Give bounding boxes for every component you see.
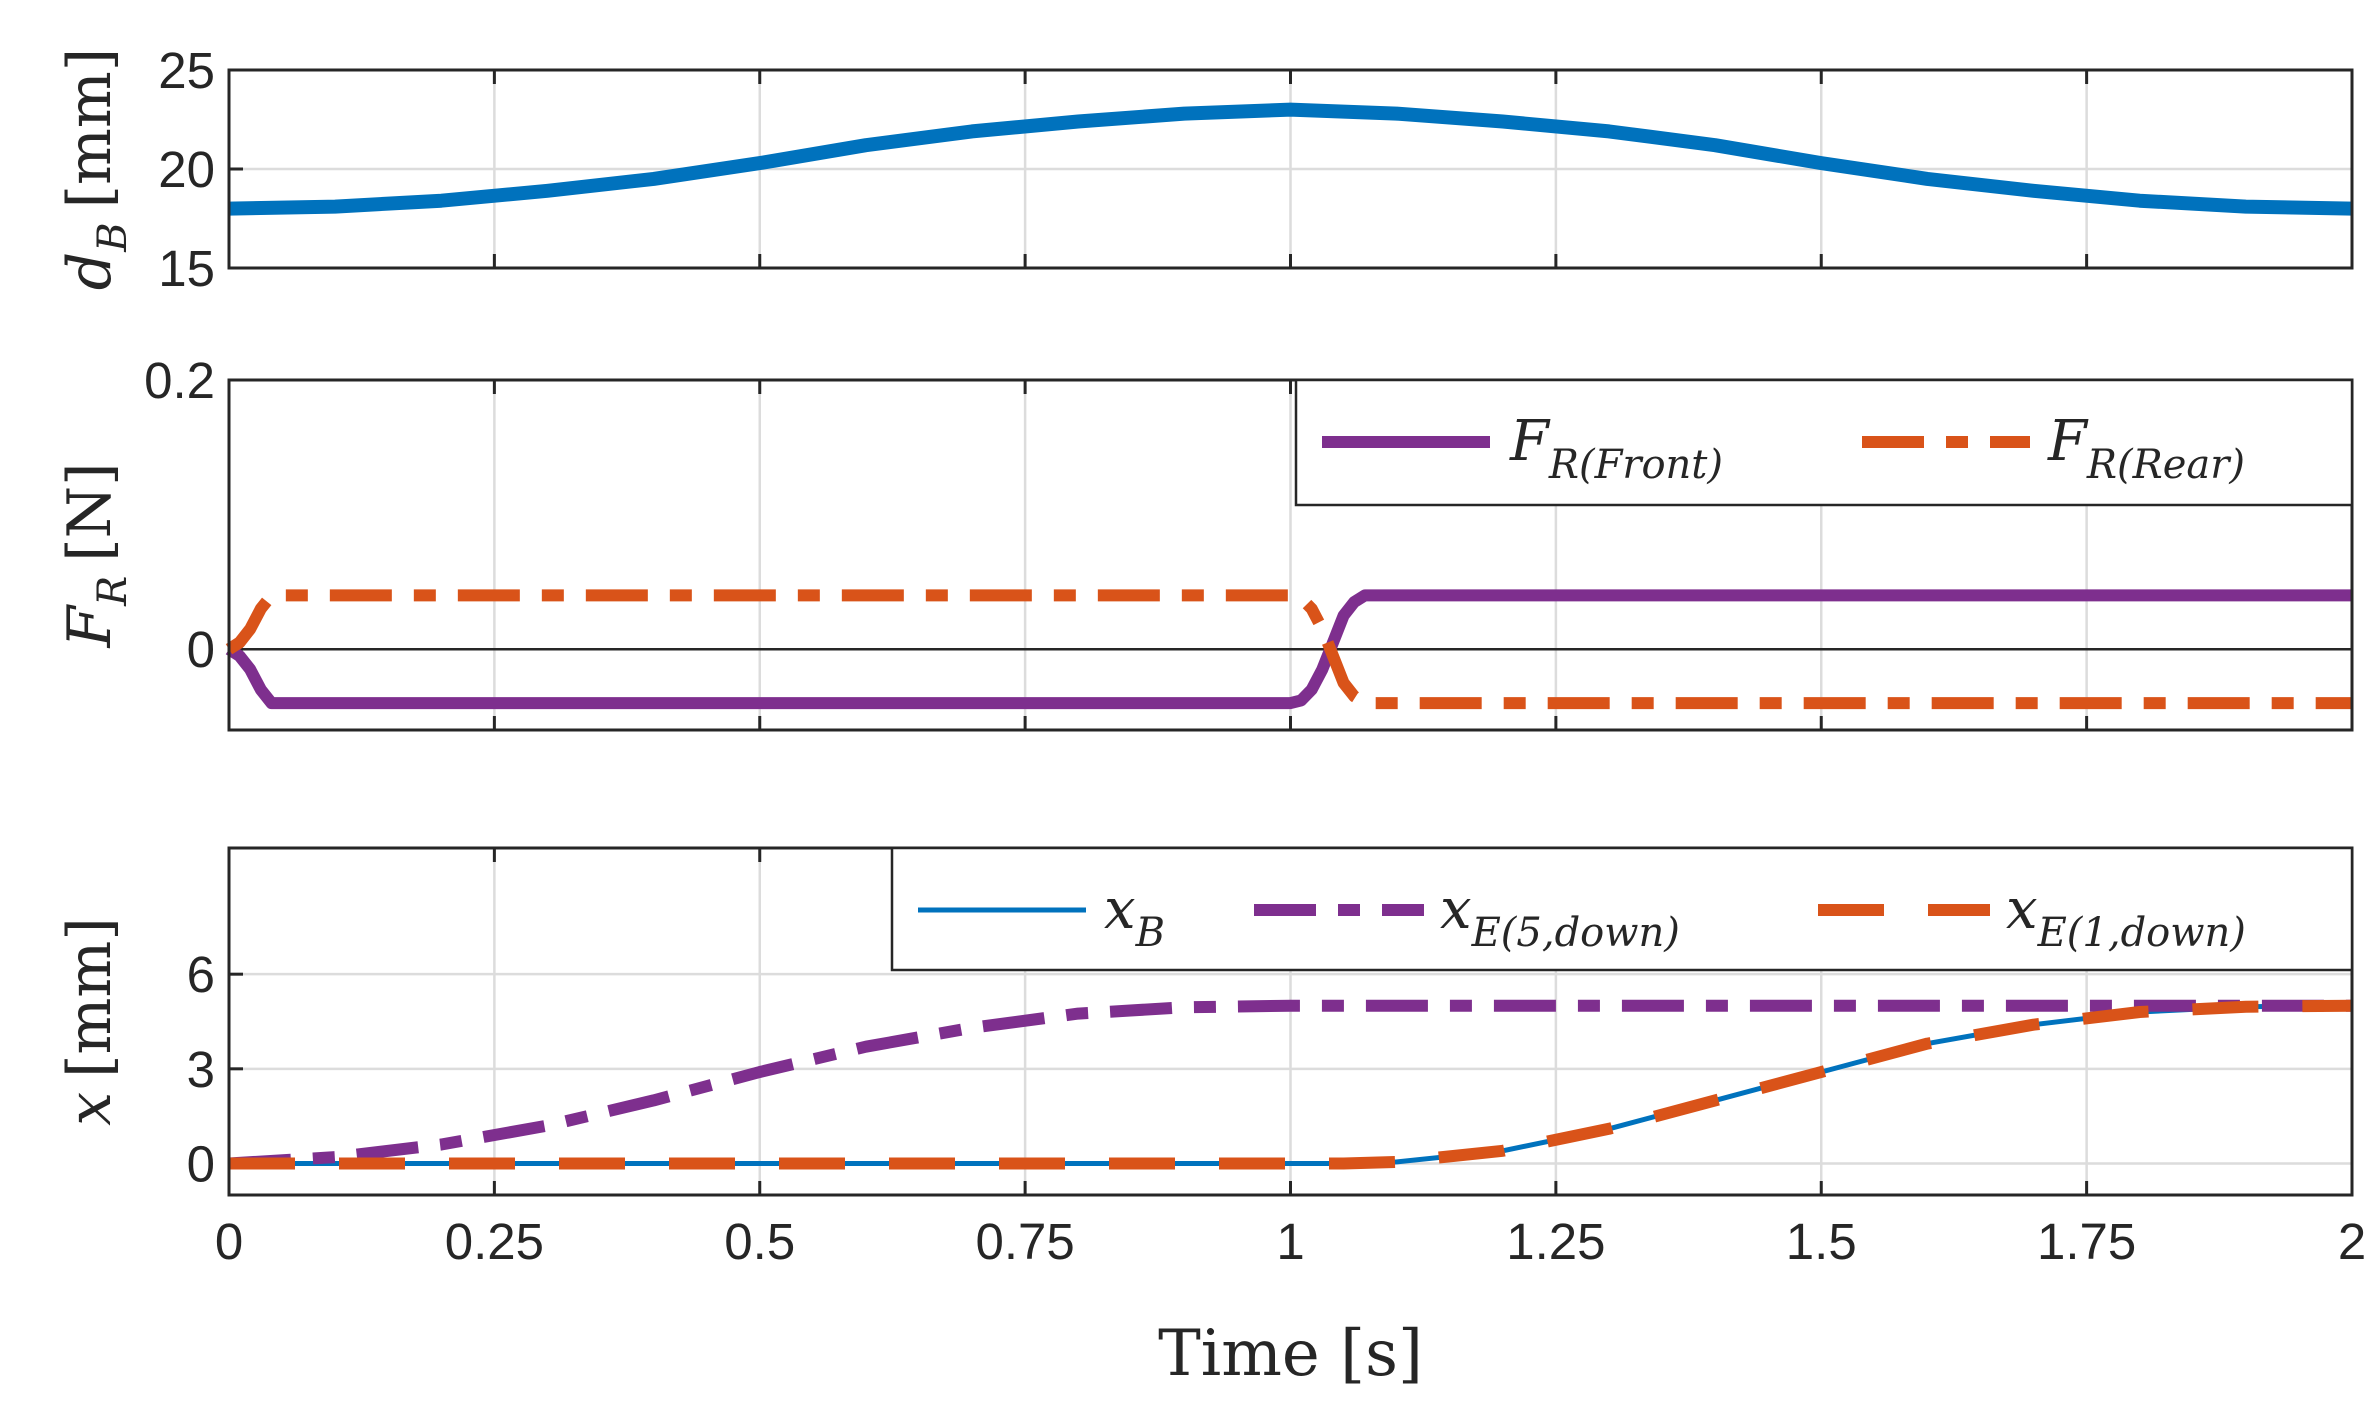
legend-label-sub: R(Rear) [2086,442,2245,488]
legend-label: xE(1,down) [2006,877,2246,956]
legend-label: xE(5,down) [1440,877,1680,956]
series-f-r-rear- [225,589,2352,710]
x-tick-label: 0.25 [445,1213,544,1270]
panel-bottom: 0 3 6 x [mm] 0 0.25 0.5 0.75 1 1.25 1.5 1.75 2 Time [s… [55,846,2366,1391]
axes-frame [227,68,2354,270]
legend-label: xB [1104,877,1165,956]
series-d-b [228,102,2353,216]
y-label-sub: B [90,222,136,252]
y-tick-label: 0 [187,621,215,678]
y-tick-label: 6 [187,946,215,1003]
y-axis-label-text: FR [N] [55,462,136,648]
y-label-unit: [mm] [55,917,125,1078]
legend-label-main: F [1509,409,1551,474]
x-tick-label: 1 [1276,1213,1304,1270]
x-tick-label: 0.5 [724,1213,795,1270]
series-x-e-5-down- [228,999,2352,1170]
x-tick-label: 2 [2338,1213,2366,1270]
y-label-main: x [55,1092,125,1126]
y-axis-label: x [mm] [55,917,125,1125]
legend-label-sub: E(5,down) [1471,910,1680,956]
legend-label-sub: R(Front) [1548,442,1723,488]
y-label-unit: [N] [55,462,125,561]
x-tick-label: 1.75 [2037,1213,2136,1270]
panel-middle: 00.2FR[N]FR(Front) FR(Rear) [55,352,2354,732]
y-tick-label: 15 [158,240,215,297]
legend-label-sub: E(1,down) [2037,910,2246,956]
series-f-r-front- [225,589,2352,710]
legend-label-main: x [2006,877,2038,942]
x-tick-label: 0.75 [975,1213,1074,1270]
y-axis-label-text: dB [mm] [55,48,136,290]
y-label-sub: R [90,576,136,607]
legend-label-main: x [1104,877,1136,942]
y-axis-label-text: x [mm] [55,917,125,1125]
legend-label-main: F [2047,409,2089,474]
x-axis-label: Time [s] [1158,1317,1423,1391]
legend-box [890,846,2354,972]
x-tick-label: 1.5 [1786,1213,1857,1270]
series-x-e-1-down- [229,999,2353,1170]
legend-bottom: xB xE(5,down) xE(1,down) [890,846,2354,972]
y-label-unit: [mm] [55,48,125,209]
y-tick-label: 0.2 [144,352,215,409]
legend-label-main: x [1440,877,1472,942]
legend-label-sub: B [1135,910,1165,956]
legend-label: FR(Front) [1509,409,1723,488]
x-tick-label: 1.25 [1506,1213,1605,1270]
legend-label: FR(Rear) [2047,409,2245,488]
y-axis-label: dB [mm] [55,48,136,290]
y-tick-label: 25 [158,42,215,99]
legend-middle: FR(Front) FR(Rear) [1294,378,2354,507]
y-label-main: F [55,604,125,649]
y-axis-label: FR [N] [55,462,136,648]
x-tick-label: 0 [215,1213,243,1270]
panel-top: 15 20 25 dB [mm] [55,42,2354,297]
axes-frame [227,378,2354,732]
y-label-main: d [55,252,125,290]
y-tick-label: 3 [187,1041,215,1098]
y-tick-label: 20 [158,141,215,198]
y-tick-label: 0 [187,1135,215,1192]
